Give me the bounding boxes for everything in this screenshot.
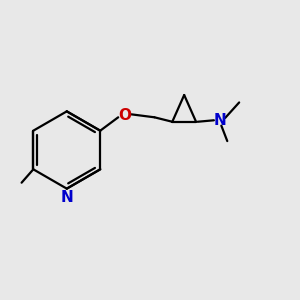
Text: N: N [214, 113, 226, 128]
Text: N: N [60, 190, 73, 205]
Text: O: O [118, 108, 131, 123]
